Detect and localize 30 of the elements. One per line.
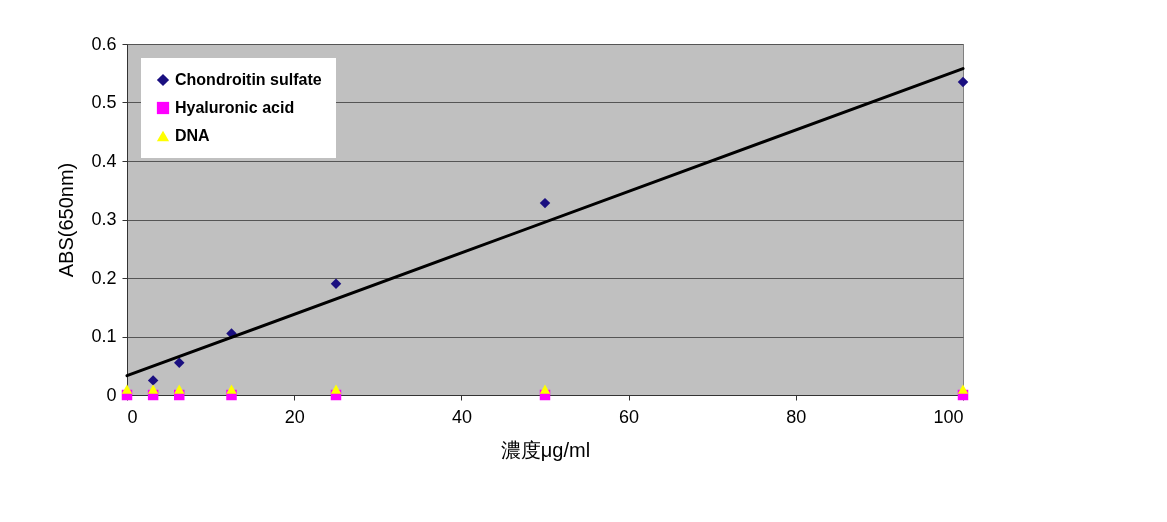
x-tick-label: 20 <box>284 406 305 427</box>
point <box>539 384 551 394</box>
y-tick-label: 0.2 <box>91 267 117 288</box>
y-tick-label: 0.3 <box>91 209 117 229</box>
point <box>121 384 133 394</box>
point <box>330 278 342 290</box>
point <box>957 76 969 88</box>
point <box>174 384 185 394</box>
x-tick-label: 40 <box>451 406 472 427</box>
y-tick-label: 0.1 <box>91 326 117 346</box>
point <box>957 384 969 394</box>
x-tick-label: 100 <box>933 406 964 427</box>
point <box>226 384 237 394</box>
y-tick-label: 0.5 <box>91 92 117 112</box>
point <box>330 384 342 394</box>
legend-label: Hyaluronic acid <box>175 99 295 116</box>
point <box>539 197 551 209</box>
y-tick-label: 0 <box>106 384 117 405</box>
y-tick-label: 0.6 <box>91 33 117 54</box>
x-axis-title: 濃度μg/ml <box>500 438 591 461</box>
point <box>147 384 159 394</box>
x-tick-label: 80 <box>786 406 807 427</box>
y-tick-label: 0.4 <box>91 150 117 171</box>
y-axis-title: ABS(650nm) <box>55 162 78 278</box>
point <box>147 375 159 386</box>
legend-label: Chondroitin sulfate <box>175 71 322 88</box>
x-tick-label: 0 <box>127 406 138 427</box>
point <box>174 357 185 369</box>
x-tick-label: 60 <box>619 406 640 427</box>
legend-label: DNA <box>175 127 211 144</box>
